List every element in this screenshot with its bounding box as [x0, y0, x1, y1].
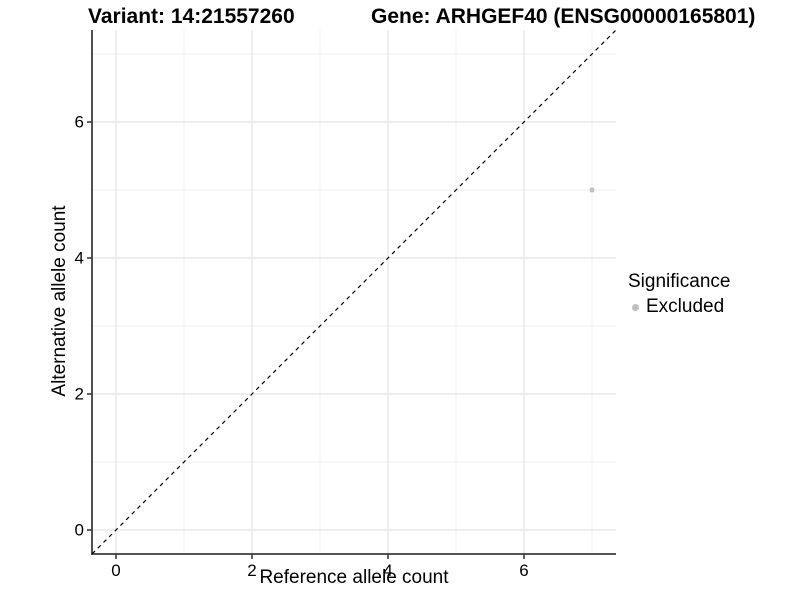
legend-entry-label: Excluded [646, 296, 725, 317]
x-tick-label: 4 [383, 561, 392, 580]
x-tick-label: 6 [519, 561, 528, 580]
legend-key-dot-icon [632, 303, 639, 311]
legend-title: Significance [628, 271, 731, 292]
legend-entry: Excluded [628, 296, 730, 318]
y-tick-label: 0 [75, 521, 84, 540]
x-tick-label: 2 [247, 561, 256, 580]
legend-entries: Excluded [628, 296, 730, 318]
data-point [589, 187, 595, 193]
legend: Significance Excluded [628, 271, 730, 318]
y-tick-label: 4 [75, 249, 84, 268]
x-tick-label: 0 [111, 561, 120, 580]
plot-title-gene: Gene: ARHGEF40 (ENSG00000165801) [371, 5, 756, 28]
x-axis-title: Reference allele count [259, 567, 449, 588]
plot-title-variant: Variant: 14:21557260 [88, 5, 295, 28]
y-tick-label: 6 [75, 113, 84, 132]
y-tick-label: 2 [75, 385, 84, 404]
y-axis-title: Alternative allele count [49, 205, 70, 397]
identity-dashed-line [91, 29, 617, 555]
